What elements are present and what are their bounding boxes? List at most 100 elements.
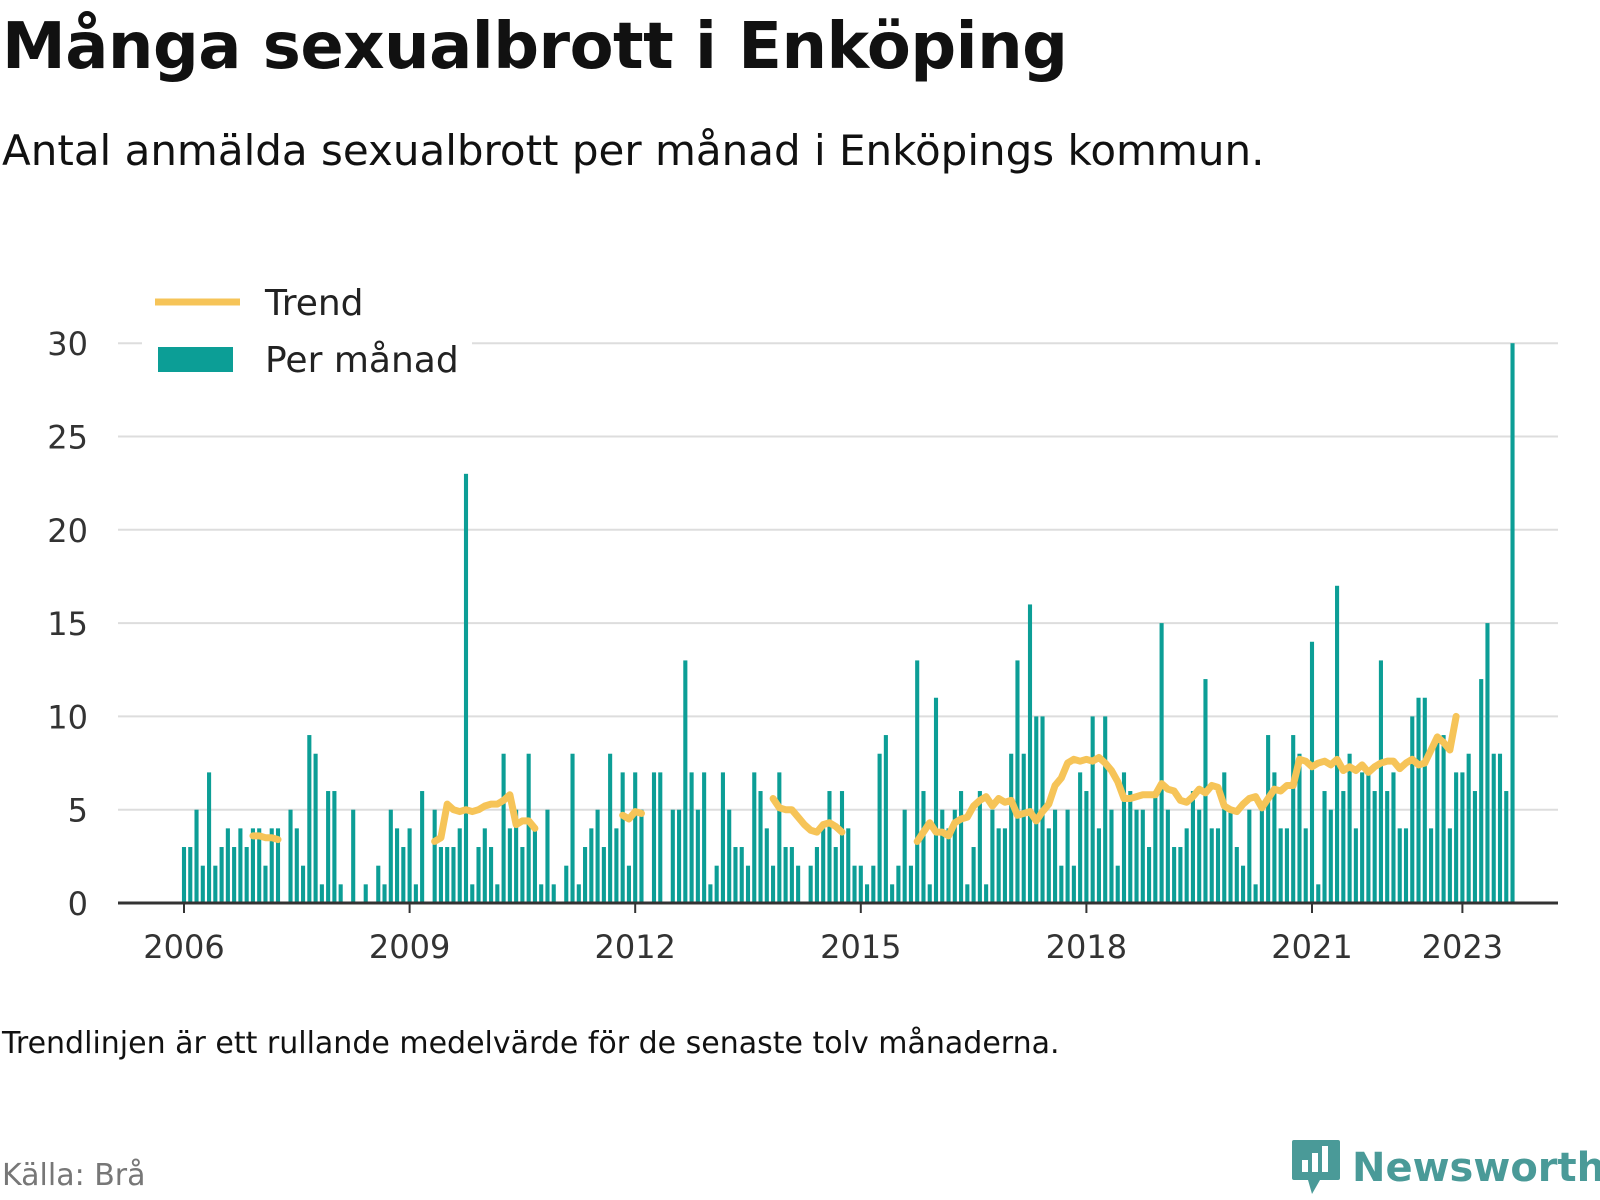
bar — [940, 809, 945, 903]
y-tick-label: 15 — [47, 605, 88, 643]
bar — [871, 865, 876, 903]
bar — [846, 828, 851, 903]
bar — [338, 884, 343, 903]
bar — [413, 884, 418, 903]
bar — [1109, 809, 1114, 903]
bar — [1272, 772, 1277, 903]
bar — [771, 865, 776, 903]
bar — [1021, 753, 1026, 903]
bar — [877, 753, 882, 903]
bar — [363, 884, 368, 903]
bar — [1397, 828, 1402, 903]
bar — [733, 847, 738, 903]
x-tick-label: 2015 — [820, 928, 901, 966]
bar — [326, 791, 331, 903]
bar — [570, 753, 575, 903]
bar — [1241, 865, 1246, 903]
bar — [677, 809, 682, 903]
bar — [689, 772, 694, 903]
bar — [438, 847, 443, 903]
bar — [1303, 828, 1308, 903]
bar — [977, 791, 982, 903]
y-tick-label: 25 — [47, 419, 88, 457]
bar — [764, 828, 769, 903]
bar — [244, 847, 249, 903]
bar — [1046, 828, 1051, 903]
x-tick-label: 2018 — [1046, 928, 1127, 966]
bar — [614, 828, 619, 903]
x-tick-label: 2021 — [1271, 928, 1352, 966]
bar — [670, 809, 675, 903]
bar — [275, 828, 281, 903]
bar — [1197, 809, 1202, 903]
bar — [865, 884, 870, 903]
bar — [501, 753, 506, 903]
bar — [263, 865, 268, 903]
chart: 0 5 10 15 20 25 30 2006 2009 2012 2015 2018 2021 202… — [47, 280, 1558, 966]
bar — [952, 809, 957, 903]
bar — [1096, 828, 1101, 903]
bar — [489, 847, 494, 903]
bar — [601, 847, 606, 903]
bar — [1391, 772, 1396, 903]
bar — [432, 809, 437, 903]
gridlines: 0 5 10 15 20 25 30 — [47, 325, 1558, 923]
bar — [1472, 791, 1477, 903]
bar — [1441, 735, 1446, 903]
bar — [225, 828, 230, 903]
bar — [1422, 697, 1427, 903]
bar — [1128, 791, 1133, 903]
y-tick-label: 0 — [68, 885, 88, 923]
bar — [745, 865, 751, 903]
bar — [1360, 772, 1365, 903]
x-tick-label: 2009 — [369, 928, 450, 966]
bar — [1291, 735, 1296, 903]
bars — [181, 343, 1515, 903]
bar — [1491, 753, 1496, 903]
bar — [388, 809, 393, 903]
brand-name: Newsworthy — [1352, 1145, 1600, 1191]
bar — [232, 847, 237, 903]
bar — [420, 791, 425, 903]
bar — [1454, 772, 1459, 903]
bar — [194, 809, 199, 903]
bar — [1228, 809, 1233, 903]
bar — [896, 865, 901, 903]
bar — [294, 828, 299, 903]
source-label: Källa: Brå — [2, 1158, 146, 1193]
bar — [1460, 772, 1465, 903]
bar — [1385, 791, 1390, 903]
bar — [1328, 809, 1333, 903]
bar — [526, 753, 531, 903]
y-tick-label: 10 — [47, 698, 88, 736]
bar — [1015, 660, 1020, 903]
chart-subtitle: Antal anmälda sexualbrott per månad i En… — [2, 126, 1265, 175]
bar — [1034, 716, 1039, 903]
bar — [796, 865, 801, 903]
bar — [1084, 791, 1089, 903]
bar — [407, 828, 412, 903]
brand-logo: Newsworthy — [1290, 1140, 1600, 1196]
bar — [476, 847, 481, 903]
bar — [1209, 828, 1214, 903]
bar — [839, 791, 845, 903]
bar — [833, 847, 838, 903]
bar — [984, 884, 989, 903]
bar — [1121, 772, 1127, 903]
bar — [1416, 697, 1421, 903]
bar — [1165, 809, 1170, 903]
bar — [1479, 679, 1484, 903]
bar — [1504, 791, 1509, 903]
bar — [250, 828, 255, 903]
bar — [507, 828, 512, 903]
bar — [959, 791, 964, 903]
bar — [376, 865, 381, 903]
bar — [1071, 865, 1076, 903]
bar — [1027, 604, 1033, 903]
legend-trend-label: Trend — [264, 283, 364, 324]
legend-bar-label: Per månad — [265, 340, 459, 381]
bar — [752, 772, 757, 903]
bar — [539, 884, 544, 903]
bar — [1259, 809, 1264, 903]
bar — [727, 809, 732, 903]
